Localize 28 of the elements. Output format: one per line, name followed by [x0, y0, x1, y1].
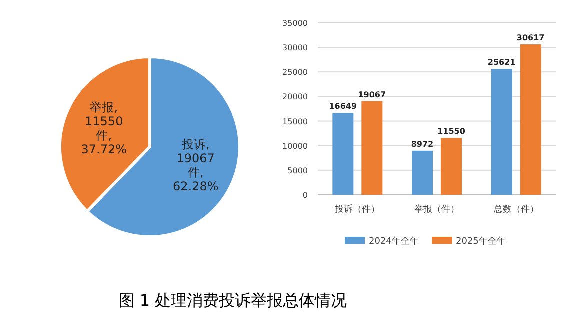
bar — [412, 150, 433, 195]
x-tick-label: 投诉（件） — [334, 204, 380, 215]
y-tick-label: 20000 — [282, 92, 308, 102]
caption: 图 1 处理消费投诉举报总体情况 — [118, 291, 348, 310]
bar — [362, 101, 383, 195]
y-tick-label: 35000 — [282, 19, 308, 28]
y-tick-label: 10000 — [282, 142, 308, 151]
bar — [520, 44, 542, 195]
data-label: 16649 — [329, 102, 358, 112]
y-tick-label: 15000 — [282, 117, 308, 126]
legend-label: 2025年全年 — [456, 236, 506, 247]
data-label: 30617 — [516, 34, 545, 43]
legend-label: 2024年全年 — [369, 236, 419, 247]
y-tick-label: 5000 — [288, 166, 308, 176]
y-tick-label: 0 — [302, 191, 308, 200]
bar — [491, 69, 512, 195]
slice-label: 投诉, 19067 件, 62.28% — [172, 138, 219, 194]
data-label: 8972 — [411, 140, 434, 149]
slice-label: 举报, 11550 件, 37.72% — [81, 100, 128, 156]
bar — [332, 113, 354, 195]
y-tick-label: 25000 — [282, 68, 308, 78]
x-tick-label: 举报（件） — [414, 204, 460, 215]
data-label: 19067 — [358, 90, 386, 100]
bar — [441, 138, 462, 195]
data-label: 25621 — [488, 58, 516, 68]
data-label: 11550 — [438, 127, 466, 136]
x-tick-label: 总数（件） — [492, 204, 539, 215]
y-tick-label: 30000 — [282, 44, 308, 53]
